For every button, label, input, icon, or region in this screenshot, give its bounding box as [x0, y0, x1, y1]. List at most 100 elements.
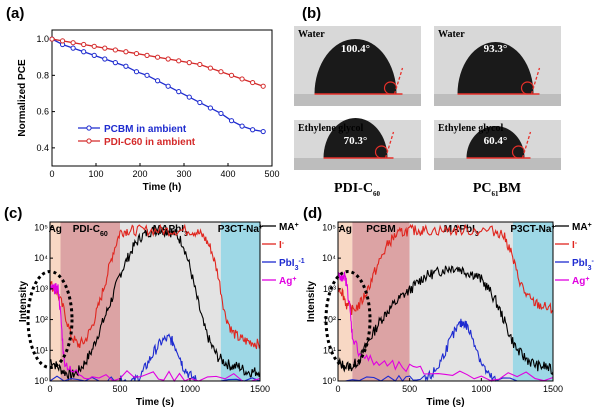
data-point: [112, 47, 118, 53]
legend-label: I-: [279, 240, 285, 252]
layer-region: [409, 222, 513, 381]
axes-frame: [337, 221, 554, 382]
data-point: [133, 69, 140, 75]
legend-label: Ag+: [572, 276, 589, 288]
data-point: [176, 58, 182, 64]
liquid-label: Ethylene glycol: [298, 123, 363, 134]
x-tick-label: 500: [264, 169, 279, 179]
x-tick-label: 1000: [471, 384, 491, 394]
data-point: [165, 83, 171, 89]
panel-d: (d)Ag PCBM MAPbI3 P3CT-Na+0 500 1000 150010⁰10…: [303, 205, 594, 408]
data-point: [144, 52, 150, 58]
x-tick-label: 400: [220, 169, 235, 179]
legend-label: PCBM in ambient: [104, 124, 187, 135]
x-axis-label: Time (s): [136, 397, 174, 408]
substrate: [294, 158, 421, 170]
tangent-marker: [521, 131, 532, 159]
droplet: [466, 126, 525, 158]
droplet: [314, 38, 397, 94]
data-point: [70, 45, 76, 51]
y-tick-label: 10⁰: [322, 376, 336, 386]
layer-region: [120, 222, 221, 381]
x-tick-label: 500: [112, 384, 127, 394]
angle-value: 93.3°: [484, 43, 508, 55]
contact-angle-image: Water 93.3°: [434, 26, 561, 106]
data-point: [155, 78, 161, 84]
layer-region: [60, 222, 120, 381]
data-point: [165, 56, 171, 62]
droplet: [323, 118, 388, 158]
panel-b-label: (b): [302, 5, 321, 22]
data-point: [250, 127, 256, 133]
data-point: [123, 63, 129, 69]
y-axis-label: Normalized PCE: [17, 59, 28, 137]
data-point: [112, 60, 118, 66]
data-point: [186, 94, 192, 100]
legend-label: PDI-C60 in ambient: [104, 137, 196, 148]
angle-arc: [511, 145, 526, 159]
data-point: [207, 105, 213, 111]
data-point: [218, 110, 224, 117]
data-point: [123, 49, 129, 55]
data-point: [207, 65, 213, 71]
tangent-marker: [384, 131, 395, 159]
region-label: PCBM: [366, 224, 395, 235]
data-point: [239, 123, 245, 129]
series-line: [49, 223, 261, 350]
legend-label: I-: [572, 240, 578, 252]
panel-c-label: (c): [4, 205, 22, 222]
data-point: [91, 43, 97, 49]
data-point: [81, 41, 87, 48]
y-tick-label: 10²: [35, 315, 48, 325]
panel-a: (a) 0 100 200 300 400 500 0.4 0.6 0.8 1.0 Time (h) N…: [6, 5, 280, 193]
data-point: [250, 79, 256, 86]
data-point: [155, 54, 161, 60]
legend-marker: [86, 138, 92, 144]
x-tick-label: 1500: [543, 384, 563, 394]
data-point: [197, 61, 203, 68]
liquid-label: Water: [438, 29, 465, 40]
x-tick-label: 0: [49, 169, 54, 179]
y-tick-label: 10⁴: [34, 253, 48, 263]
film-caption-left: PDI-C60: [334, 181, 380, 198]
data-point: [186, 60, 192, 66]
substrate: [434, 158, 561, 170]
y-tick-label: 10¹: [35, 345, 48, 355]
legend-label: Ag+: [279, 276, 296, 288]
y-tick-label: 0.4: [36, 143, 49, 153]
x-tick-label: 0: [47, 384, 52, 394]
axes-frame: [51, 29, 273, 167]
data-point: [218, 69, 224, 75]
series-line: [337, 265, 554, 375]
y-tick-label: 10⁵: [322, 222, 336, 232]
data-point: [228, 72, 235, 78]
region-label: P3CT-Na+: [510, 224, 555, 236]
droplet: [457, 42, 534, 94]
film-caption-right: PC61BM: [473, 181, 521, 198]
panel-a-label: (a): [6, 5, 24, 22]
data-point: [228, 118, 235, 124]
x-tick-label: 300: [176, 169, 191, 179]
angle-value: 60.4°: [484, 135, 508, 147]
y-tick-label: 1.0: [36, 34, 49, 44]
y-tick-label: 10³: [35, 284, 48, 294]
region-label: Ag: [338, 224, 351, 235]
layer-region: [220, 222, 260, 381]
data-point: [239, 76, 245, 82]
panel-c: (c)Ag PDI-C60 MAPbI3 P3CT-Na+0 500 1000 150010…: [4, 205, 305, 408]
x-tick-label: 1500: [250, 384, 270, 394]
y-tick-label: 10²: [323, 315, 336, 325]
region-label: PDI-C60: [73, 224, 108, 238]
data-point: [260, 128, 266, 135]
data-point: [133, 50, 140, 57]
angle-value: 70.3°: [344, 135, 368, 147]
y-tick-label: 10¹: [323, 345, 336, 355]
data-point: [70, 40, 76, 46]
x-tick-label: 500: [402, 384, 417, 394]
y-tick-label: 0.8: [36, 70, 49, 80]
x-tick-label: 0: [335, 384, 340, 394]
legend-label: PbI3-1: [279, 258, 305, 272]
layer-region: [512, 222, 553, 381]
